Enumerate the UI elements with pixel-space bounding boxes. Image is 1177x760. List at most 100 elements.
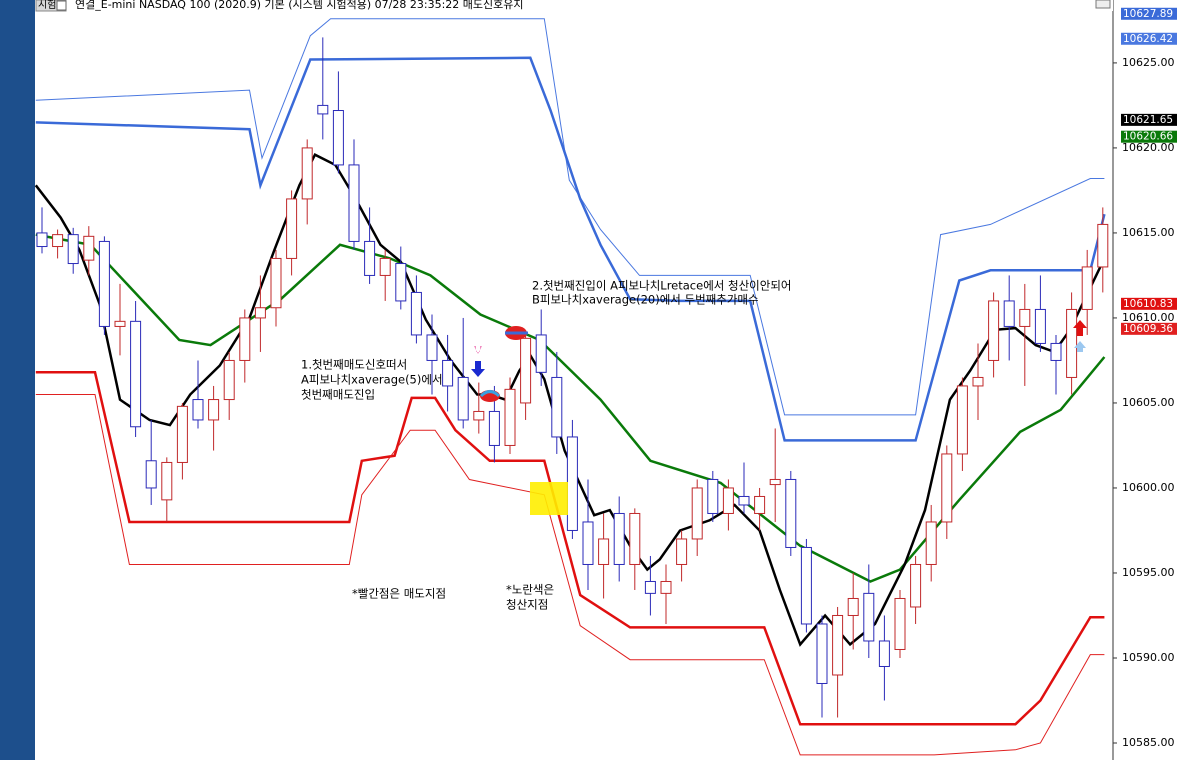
candle-body <box>52 234 64 248</box>
candle-body <box>1081 266 1093 310</box>
candle-body <box>114 320 126 327</box>
candle-body <box>145 460 157 489</box>
annotation: 2.첫번째진입이 A피보나치Lretace에서 청산이안되어 <box>532 279 792 293</box>
candle-body <box>1066 308 1078 378</box>
desktop-strip <box>0 0 35 760</box>
buy-arrow <box>1073 320 1087 336</box>
candle-body <box>800 546 812 625</box>
annotation: 1.첫번째매도신호떠서 <box>301 358 407 372</box>
candle-body <box>956 385 968 455</box>
y-tick-label: 10590.00 <box>1122 651 1175 664</box>
candle-body <box>36 232 48 248</box>
candle-body <box>410 291 422 336</box>
candle-body <box>83 235 95 261</box>
candle-body <box>254 307 266 319</box>
indicator-line <box>35 371 1105 726</box>
candle-body <box>910 563 922 608</box>
annotation: 첫번째매도진입 <box>301 388 375 402</box>
candle-body <box>582 521 594 565</box>
candle-body <box>379 257 391 276</box>
price-label: 10610.83 <box>1123 298 1173 310</box>
candle-body <box>348 164 360 242</box>
y-tick-label: 10615.00 <box>1122 226 1175 239</box>
candle-body <box>239 317 251 361</box>
price-label-box <box>1121 297 1177 310</box>
sell-arrow <box>471 361 485 377</box>
candle-body <box>473 410 485 421</box>
candle-body <box>707 478 719 514</box>
candle-body <box>426 334 438 361</box>
plot <box>34 18 1109 756</box>
candle-body <box>488 410 500 446</box>
candle-body <box>613 512 625 565</box>
candle-body <box>769 478 781 486</box>
price-label-box <box>1121 130 1177 143</box>
candle-body <box>161 461 173 501</box>
candle-body <box>520 337 532 404</box>
title-bar <box>35 0 1113 11</box>
candle-body <box>754 495 766 514</box>
y-tick-label: 10625.00 <box>1122 56 1175 69</box>
price-label: 10620.66 <box>1123 131 1173 143</box>
price-label: 10609.36 <box>1123 323 1173 335</box>
window-button[interactable] <box>1095 0 1111 9</box>
y-tick-label: 10585.00 <box>1122 736 1175 749</box>
indicator-line <box>35 56 1106 442</box>
candle-body <box>192 399 204 421</box>
candle-body <box>863 592 875 642</box>
candle-body <box>644 580 656 594</box>
candle-body <box>504 388 516 446</box>
candle-body <box>925 521 937 565</box>
y-tick-label: 10595.00 <box>1122 566 1175 579</box>
pink-arrow <box>474 346 482 354</box>
price-label-box <box>1121 113 1177 126</box>
candle-body <box>566 436 578 531</box>
candle-body <box>208 399 220 421</box>
candle-body <box>629 512 641 565</box>
price-label-box <box>1121 32 1177 45</box>
candle-body <box>535 334 547 373</box>
candle-body <box>223 359 235 401</box>
y-tick-label: 10600.00 <box>1122 481 1175 494</box>
candle-body <box>270 257 282 309</box>
exit-mark <box>479 390 501 398</box>
candle-body <box>1003 300 1015 327</box>
y-tick-label: 10610.00 <box>1122 311 1175 324</box>
candle-body <box>301 147 313 200</box>
candle-body <box>847 597 859 616</box>
annotation: 청산지점 <box>506 598 548 612</box>
annotation: A피보나치xaverage(5)에서 <box>301 373 443 387</box>
candle-body <box>364 240 376 276</box>
candle-body <box>598 538 610 565</box>
price-label: 10621.65 <box>1123 114 1173 126</box>
candle-body <box>738 495 750 506</box>
candle-body <box>130 320 142 428</box>
annotation: *노란색은 <box>506 583 554 597</box>
annotation: B피보나치xaverage(20)에서 두번째추가매수 <box>532 293 759 307</box>
candle-body <box>1019 308 1031 327</box>
candle-body <box>67 234 79 265</box>
chart-title: 연결_E-mini NASDAQ 100 (2020.9) 기본 (시스템 시험… <box>75 0 523 11</box>
annotation: *빨간점은 매도지점 <box>352 587 446 601</box>
candle-body <box>457 376 469 421</box>
candle-body <box>941 453 953 523</box>
candle-body <box>816 623 828 684</box>
close-button[interactable] <box>56 0 67 11</box>
candle-body <box>972 376 984 387</box>
candle-body <box>1097 223 1109 268</box>
candle-body <box>395 263 407 302</box>
candle-body <box>660 580 672 594</box>
candle-body <box>832 614 844 676</box>
candle-body <box>988 300 1000 361</box>
signal-markers <box>471 320 1087 515</box>
price-label: 10627.89 <box>1123 8 1173 20</box>
y-tick-label: 10620.00 <box>1122 141 1175 154</box>
exit-zone <box>530 482 568 515</box>
candle-body <box>878 640 890 667</box>
candle-body <box>785 478 797 548</box>
candle-body <box>317 104 329 115</box>
candle-body <box>1034 308 1046 344</box>
tab-label: 시험 <box>38 0 56 11</box>
price-label: 10626.42 <box>1123 33 1173 45</box>
